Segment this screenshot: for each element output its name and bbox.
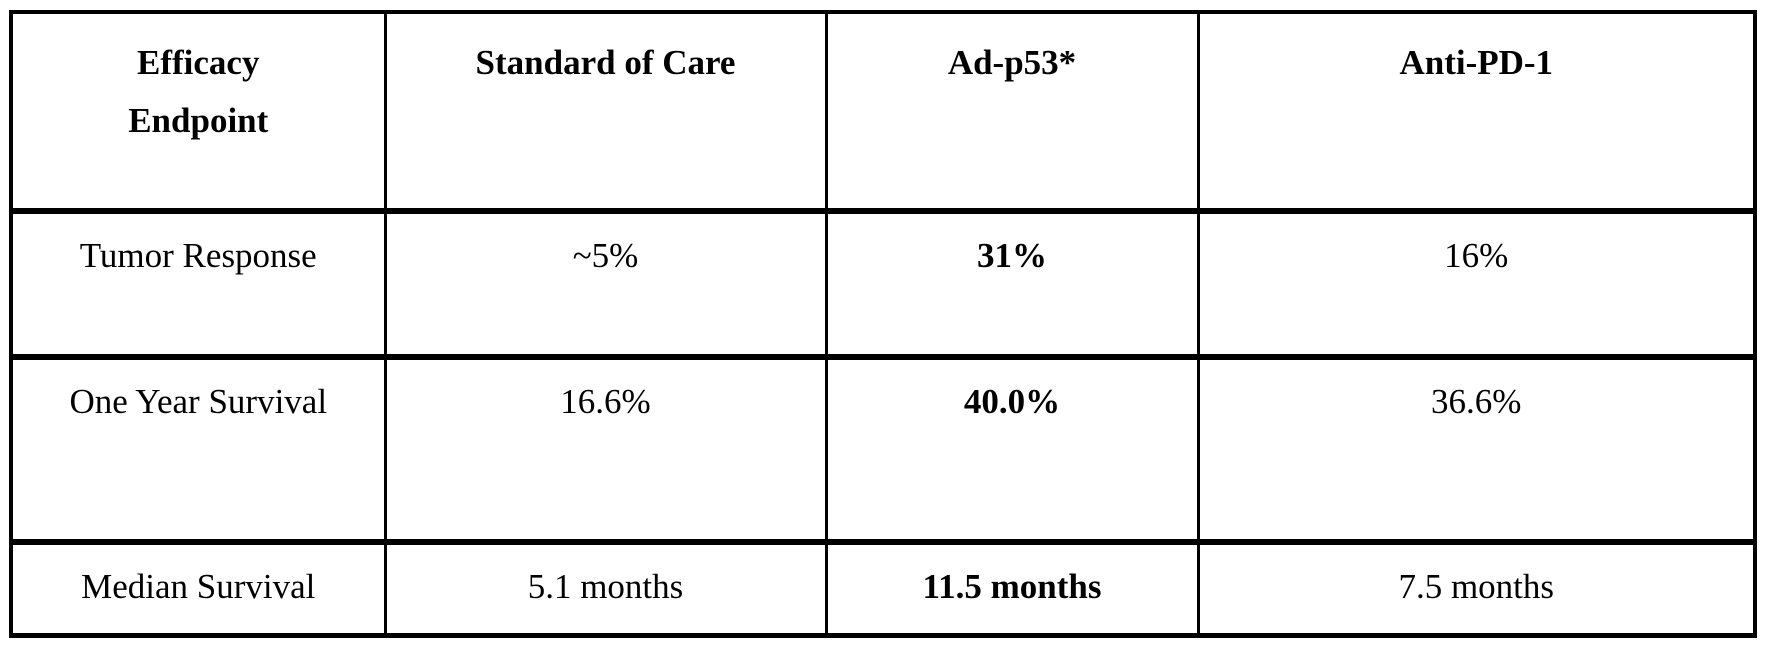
cell-one-year-survival-ad-p53: 40.0% — [824, 357, 1200, 542]
header-efficacy-endpoint-label: Efficacy Endpoint — [128, 43, 269, 140]
cell-median-survival-anti-pd-1: 7.5 months — [1196, 542, 1757, 635]
header-standard-of-care: Standard of Care — [383, 12, 828, 211]
header-efficacy-endpoint: Efficacy Endpoint — [9, 12, 387, 211]
table-row-tumor-response: Tumor Response ~5% 31% 16% — [9, 211, 1757, 357]
header-ad-p53: Ad-p53* — [824, 12, 1200, 211]
table-row-median-survival: Median Survival 5.1 months 11.5 months 7… — [9, 542, 1757, 635]
efficacy-comparison-table: Efficacy Endpoint Standard of Care Ad-p5… — [9, 10, 1757, 638]
cell-median-survival-standard-of-care: 5.1 months — [383, 542, 828, 635]
header-row: Efficacy Endpoint Standard of Care Ad-p5… — [9, 12, 1757, 211]
row-label-one-year-survival: One Year Survival — [9, 357, 387, 542]
cell-tumor-response-ad-p53: 31% — [824, 211, 1200, 357]
cell-one-year-survival-standard-of-care: 16.6% — [383, 357, 828, 542]
row-label-tumor-response: Tumor Response — [9, 211, 387, 357]
cell-tumor-response-anti-pd-1: 16% — [1196, 211, 1757, 357]
header-anti-pd-1: Anti-PD-1 — [1196, 12, 1757, 211]
cell-tumor-response-standard-of-care: ~5% — [383, 211, 828, 357]
table-row-one-year-survival: One Year Survival 16.6% 40.0% 36.6% — [9, 357, 1757, 542]
cell-one-year-survival-anti-pd-1: 36.6% — [1196, 357, 1757, 542]
row-label-median-survival: Median Survival — [9, 542, 387, 635]
cell-median-survival-ad-p53: 11.5 months — [824, 542, 1200, 635]
